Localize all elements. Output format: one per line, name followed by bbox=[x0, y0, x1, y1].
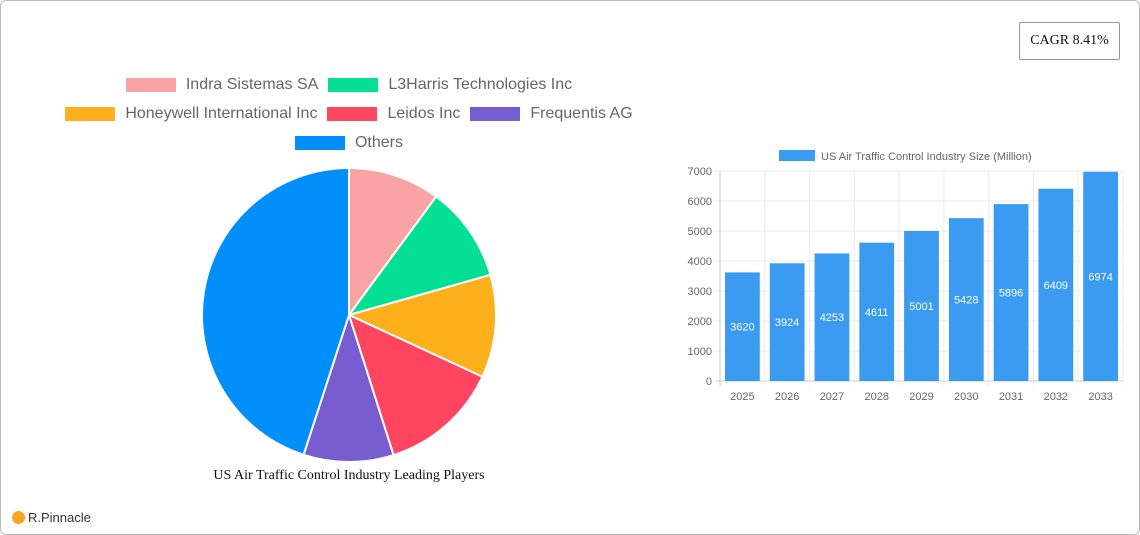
legend-label: L3Harris Technologies Inc bbox=[388, 76, 573, 93]
bar[interactable] bbox=[725, 272, 760, 381]
y-tick-label: 2000 bbox=[688, 316, 712, 328]
bar[interactable] bbox=[769, 263, 805, 381]
legend-swatch bbox=[294, 136, 345, 150]
y-tick-label: 7000 bbox=[688, 166, 712, 178]
legend-label: Honeywell International Inc bbox=[125, 105, 318, 122]
bar[interactable] bbox=[993, 204, 1029, 381]
x-tick-label: 2028 bbox=[864, 391, 888, 403]
legend-swatch bbox=[327, 107, 378, 121]
bar-chart: US Air Traffic Control Industry Size (Mi… bbox=[688, 150, 1124, 403]
legend-label: Leidos Inc bbox=[387, 105, 461, 122]
legend-swatch bbox=[470, 107, 521, 121]
bar-value-label: 5001 bbox=[909, 301, 933, 313]
bar-value-label: 3620 bbox=[730, 322, 754, 334]
y-tick-label: 1000 bbox=[688, 346, 712, 358]
x-tick-label: 2031 bbox=[999, 391, 1023, 403]
legend-item[interactable]: L3Harris Technologies Inc bbox=[328, 76, 572, 94]
bar[interactable] bbox=[948, 218, 984, 381]
x-tick-label: 2027 bbox=[820, 391, 844, 403]
pie-slice[interactable] bbox=[346, 195, 492, 317]
bar[interactable] bbox=[1038, 188, 1074, 381]
bar-value-label: 6409 bbox=[1044, 280, 1068, 292]
legend-swatch bbox=[125, 78, 176, 92]
bar[interactable] bbox=[1083, 171, 1118, 381]
pie-chart bbox=[201, 166, 497, 463]
bar[interactable] bbox=[859, 242, 895, 381]
cagr-badge: CAGR 8.41% bbox=[1019, 22, 1120, 60]
pie-title: US Air Traffic Control Industry Leading … bbox=[213, 468, 485, 483]
bar-value-label: 5896 bbox=[999, 288, 1023, 300]
x-tick-label: 2033 bbox=[1088, 391, 1112, 403]
pie-slice[interactable] bbox=[348, 166, 438, 319]
pie-slice[interactable] bbox=[346, 273, 497, 379]
bar-value-label: 5428 bbox=[954, 295, 978, 307]
bar-legend-label[interactable]: US Air Traffic Control Industry Size (Mi… bbox=[821, 151, 1032, 163]
bar-value-label: 4253 bbox=[820, 312, 844, 324]
legend-label: Others bbox=[354, 134, 403, 151]
brand-logo: R.Pinnacle bbox=[12, 510, 91, 525]
y-tick-label: 0 bbox=[706, 376, 712, 388]
bar-value-label: 6974 bbox=[1088, 271, 1112, 283]
legend-swatch bbox=[65, 107, 116, 121]
x-tick-label: 2032 bbox=[1044, 391, 1068, 403]
legend-item[interactable]: Leidos Inc bbox=[327, 105, 460, 123]
legend-label: Frequentis AG bbox=[530, 105, 633, 122]
y-tick-label: 6000 bbox=[688, 196, 712, 208]
bar-value-label: 4611 bbox=[865, 307, 889, 319]
bar-value-label: 3924 bbox=[775, 317, 799, 329]
legend-label: Indra Sistemas SA bbox=[185, 76, 319, 93]
pie-slice[interactable] bbox=[201, 166, 350, 457]
legend-item[interactable]: Others bbox=[294, 134, 403, 152]
bar-legend-swatch bbox=[779, 150, 815, 161]
legend-item[interactable]: Frequentis AG bbox=[470, 105, 633, 123]
pie-slice[interactable] bbox=[302, 311, 395, 463]
y-tick-label: 5000 bbox=[688, 226, 712, 238]
x-tick-label: 2025 bbox=[730, 391, 754, 403]
bar[interactable] bbox=[814, 253, 850, 381]
pie-slice[interactable] bbox=[347, 313, 484, 457]
brand-name: R.Pinnacle bbox=[28, 510, 91, 525]
legend-item[interactable]: Honeywell International Inc bbox=[65, 105, 317, 123]
y-tick-label: 4000 bbox=[688, 256, 712, 268]
x-tick-label: 2026 bbox=[775, 391, 799, 403]
logo-icon bbox=[12, 511, 25, 524]
legend-swatch bbox=[328, 78, 379, 92]
x-tick-label: 2029 bbox=[909, 391, 933, 403]
legend-item[interactable]: Indra Sistemas SA bbox=[125, 76, 319, 94]
x-tick-label: 2030 bbox=[954, 391, 978, 403]
y-tick-label: 3000 bbox=[688, 286, 712, 298]
bar[interactable] bbox=[904, 230, 939, 381]
